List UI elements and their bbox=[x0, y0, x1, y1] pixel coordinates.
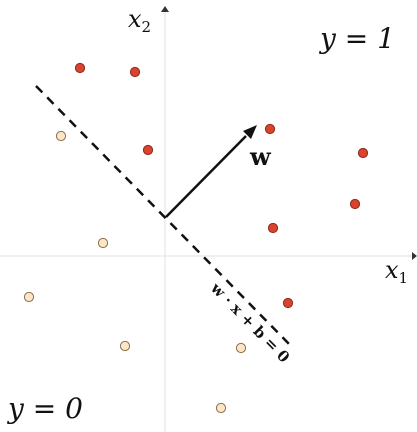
x2-axis-label: x2 bbox=[128, 5, 151, 36]
weight-label: w bbox=[249, 142, 272, 171]
data-points bbox=[23, 62, 369, 414]
negative-point bbox=[97, 237, 109, 249]
boundary-equation-label: w · x + b = 0 bbox=[206, 278, 293, 366]
negative-point bbox=[55, 130, 67, 142]
negative-point bbox=[119, 340, 131, 352]
positive-point bbox=[74, 62, 86, 74]
positive-point bbox=[264, 123, 276, 135]
decision-boundary bbox=[35, 85, 294, 349]
weight-vector-arrowhead bbox=[243, 125, 257, 139]
positive-point bbox=[349, 198, 361, 210]
negative-point bbox=[215, 402, 227, 414]
positive-point bbox=[357, 147, 369, 159]
positive-point bbox=[267, 222, 279, 234]
class-label-positive: y = 1 bbox=[318, 22, 395, 55]
positive-point bbox=[129, 66, 141, 78]
negative-point bbox=[235, 342, 247, 354]
x1-axis-arrowhead bbox=[412, 252, 417, 260]
x1-axis-label: x1 bbox=[385, 256, 408, 287]
positive-point bbox=[142, 144, 154, 156]
weight-vector-shaft bbox=[165, 135, 247, 218]
negative-point bbox=[23, 291, 35, 303]
x2-axis-arrowhead bbox=[161, 6, 169, 12]
class-label-negative: y = 0 bbox=[6, 392, 83, 425]
positive-point bbox=[282, 297, 294, 309]
